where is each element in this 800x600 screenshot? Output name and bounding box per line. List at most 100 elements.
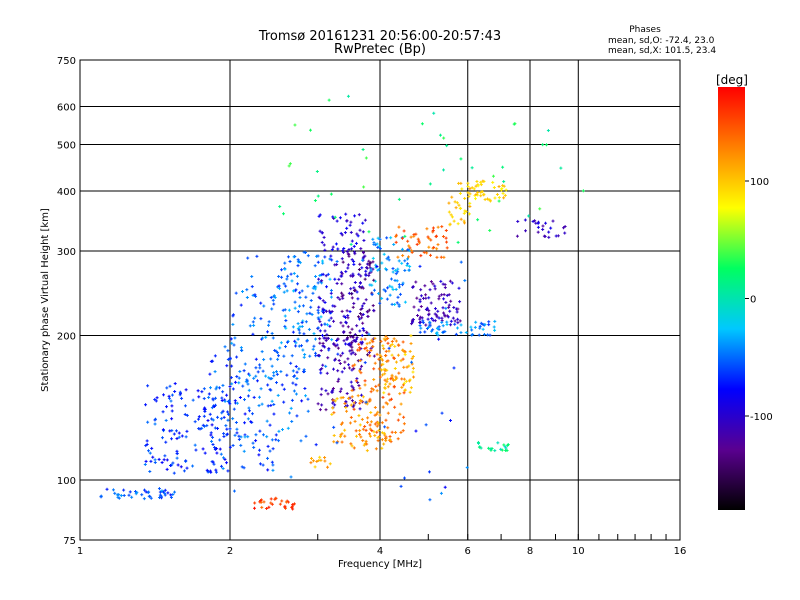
- data-point: [437, 316, 441, 320]
- data-point: [294, 344, 298, 348]
- data-point: [363, 383, 367, 387]
- data-point: [387, 392, 391, 396]
- data-point: [266, 383, 270, 387]
- data-point: [256, 370, 260, 374]
- data-point: [306, 254, 310, 258]
- data-point: [382, 442, 386, 446]
- data-point: [460, 187, 464, 191]
- data-point: [282, 290, 286, 294]
- data-point: [455, 310, 459, 314]
- data-point: [223, 345, 227, 349]
- data-point: [554, 234, 558, 238]
- data-point: [474, 193, 478, 197]
- data-point: [226, 357, 230, 361]
- data-point: [290, 279, 294, 283]
- data-point: [372, 288, 376, 292]
- data-point: [294, 288, 298, 292]
- data-point: [363, 218, 367, 222]
- data-point: [154, 399, 158, 403]
- data-point: [443, 286, 447, 290]
- data-point: [369, 420, 373, 424]
- data-point: [210, 406, 214, 410]
- data-point: [246, 256, 250, 260]
- data-point: [337, 359, 341, 363]
- data-point: [304, 295, 308, 299]
- data-point: [317, 317, 321, 321]
- data-point: [403, 268, 407, 272]
- data-point: [300, 399, 304, 403]
- data-point: [277, 284, 281, 288]
- data-point: [277, 354, 281, 358]
- data-point: [330, 248, 334, 252]
- data-point: [171, 461, 175, 465]
- data-point: [350, 368, 354, 372]
- data-point: [349, 287, 353, 291]
- data-point: [358, 432, 362, 436]
- data-point: [355, 232, 359, 236]
- data-point: [346, 357, 350, 361]
- data-point: [210, 417, 214, 421]
- data-point: [358, 329, 362, 333]
- data-point: [361, 221, 365, 225]
- data-point: [163, 488, 167, 492]
- data-point: [477, 333, 481, 337]
- data-point: [448, 279, 452, 283]
- data-point: [368, 423, 372, 427]
- data-point: [316, 308, 320, 312]
- data-point: [359, 371, 363, 375]
- data-point: [361, 321, 365, 325]
- data-point: [483, 323, 487, 327]
- data-point: [243, 435, 247, 439]
- data-point: [336, 247, 340, 251]
- data-point: [314, 443, 318, 447]
- data-point: [273, 296, 277, 300]
- data-point: [268, 423, 272, 427]
- data-point: [376, 421, 380, 425]
- data-point: [355, 336, 359, 340]
- data-point: [357, 384, 361, 388]
- data-point: [399, 359, 403, 363]
- data-point: [513, 122, 517, 126]
- colorbar-label: [deg]: [716, 73, 748, 87]
- data-point: [302, 355, 306, 359]
- data-point: [249, 420, 253, 424]
- data-point: [165, 458, 169, 462]
- data-point: [482, 332, 486, 336]
- data-point: [378, 237, 382, 241]
- data-point: [459, 206, 463, 210]
- data-point: [332, 216, 336, 220]
- data-point: [533, 219, 537, 223]
- data-point: [432, 245, 436, 249]
- data-point: [319, 349, 323, 353]
- data-point: [389, 277, 393, 281]
- data-point: [500, 187, 504, 191]
- data-point: [274, 438, 278, 442]
- data-point: [178, 390, 182, 394]
- data-point: [252, 376, 256, 380]
- data-point: [352, 446, 356, 450]
- data-point: [294, 341, 298, 345]
- data-point: [377, 428, 381, 432]
- data-point: [215, 451, 219, 455]
- data-point: [448, 309, 452, 313]
- data-point: [385, 268, 389, 272]
- data-point: [280, 499, 284, 503]
- data-point: [459, 217, 463, 221]
- data-point: [260, 505, 264, 509]
- x-tick-label: 8: [527, 546, 533, 557]
- data-point: [303, 251, 307, 255]
- data-point: [453, 322, 457, 326]
- data-point: [368, 434, 372, 438]
- data-point: [464, 331, 468, 335]
- data-point: [344, 399, 348, 403]
- data-point: [278, 346, 282, 350]
- data-point: [395, 279, 399, 283]
- data-point: [239, 303, 243, 307]
- data-point: [483, 198, 487, 202]
- data-point: [400, 247, 404, 251]
- data-point: [352, 388, 356, 392]
- data-point: [209, 431, 213, 435]
- data-point: [369, 390, 373, 394]
- data-point: [173, 490, 177, 494]
- data-point: [344, 405, 348, 409]
